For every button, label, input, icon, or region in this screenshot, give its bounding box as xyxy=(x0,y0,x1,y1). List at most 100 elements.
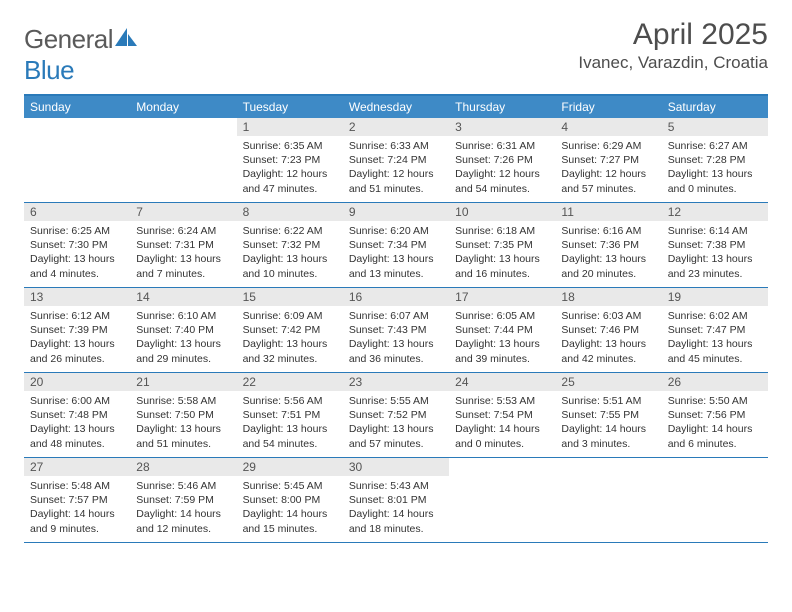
sunset-text: Sunset: 7:24 PM xyxy=(349,153,443,167)
day-cell: 13 Sunrise: 6:12 AMSunset: 7:39 PMDayligh… xyxy=(24,288,130,372)
day-number: 25 xyxy=(555,373,661,391)
daylight-line2: and 36 minutes. xyxy=(349,352,443,366)
calendar-page: General Blue April 2025 Ivanec, Varazdin… xyxy=(0,0,792,561)
day-body: Sunrise: 6:20 AMSunset: 7:34 PMDaylight:… xyxy=(343,221,449,287)
dow-monday: Monday xyxy=(130,96,236,118)
day-cell: 9Sunrise: 6:20 AMSunset: 7:34 PMDaylight… xyxy=(343,203,449,287)
day-number: 10 xyxy=(449,203,555,221)
daylight-line2: and 13 minutes. xyxy=(349,267,443,281)
daylight-line2: and 12 minutes. xyxy=(136,522,230,536)
day-number: 2 xyxy=(343,118,449,136)
daylight-line2: and 23 minutes. xyxy=(668,267,762,281)
sunset-text: Sunset: 7:57 PM xyxy=(30,493,124,507)
day-number: 4 xyxy=(555,118,661,136)
day-body: Sunrise: 6:02 AMSunset: 7:47 PMDaylight:… xyxy=(662,306,768,372)
daylight-line2: and 9 minutes. xyxy=(30,522,124,536)
sunset-text: Sunset: 7:31 PM xyxy=(136,238,230,252)
daylight-line2: and 26 minutes. xyxy=(30,352,124,366)
daylight-line2: and 6 minutes. xyxy=(668,437,762,451)
sunrise-text: Sunrise: 6:00 AM xyxy=(30,394,124,408)
day-body: Sunrise: 6:00 AMSunset: 7:48 PMDaylight:… xyxy=(24,391,130,457)
brand-part1: General xyxy=(24,24,113,54)
sunset-text: Sunset: 7:28 PM xyxy=(668,153,762,167)
day-cell: 2Sunrise: 6:33 AMSunset: 7:24 PMDaylight… xyxy=(343,118,449,202)
sunset-text: Sunset: 7:30 PM xyxy=(30,238,124,252)
sunset-text: Sunset: 7:43 PM xyxy=(349,323,443,337)
sunset-text: Sunset: 7:40 PM xyxy=(136,323,230,337)
day-body: Sunrise: 6:25 AMSunset: 7:30 PMDaylight:… xyxy=(24,221,130,287)
sunrise-text: Sunrise: 6:12 AM xyxy=(30,309,124,323)
daylight-line2: and 54 minutes. xyxy=(243,437,337,451)
day-body: Sunrise: 6:16 AMSunset: 7:36 PMDaylight:… xyxy=(555,221,661,287)
daylight-line2: and 54 minutes. xyxy=(455,182,549,196)
daylight-line2: and 4 minutes. xyxy=(30,267,124,281)
daylight-line1: Daylight: 13 hours xyxy=(136,337,230,351)
daylight-line1: Daylight: 13 hours xyxy=(455,337,549,351)
sunrise-text: Sunrise: 6:22 AM xyxy=(243,224,337,238)
day-body: Sunrise: 5:46 AMSunset: 7:59 PMDaylight:… xyxy=(130,476,236,542)
daylight-line1: Daylight: 12 hours xyxy=(455,167,549,181)
sunset-text: Sunset: 7:46 PM xyxy=(561,323,655,337)
day-number: 23 xyxy=(343,373,449,391)
daylight-line1: Daylight: 13 hours xyxy=(243,422,337,436)
daylight-line2: and 42 minutes. xyxy=(561,352,655,366)
dow-wednesday: Wednesday xyxy=(343,96,449,118)
day-body: Sunrise: 5:53 AMSunset: 7:54 PMDaylight:… xyxy=(449,391,555,457)
daylight-line2: and 29 minutes. xyxy=(136,352,230,366)
day-cell: 7Sunrise: 6:24 AMSunset: 7:31 PMDaylight… xyxy=(130,203,236,287)
sunset-text: Sunset: 7:27 PM xyxy=(561,153,655,167)
sunrise-text: Sunrise: 6:33 AM xyxy=(349,139,443,153)
day-number: 8 xyxy=(237,203,343,221)
day-body: Sunrise: 6:18 AMSunset: 7:35 PMDaylight:… xyxy=(449,221,555,287)
sunset-text: Sunset: 7:39 PM xyxy=(30,323,124,337)
day-body: Sunrise: 6:10 AMSunset: 7:40 PMDaylight:… xyxy=(130,306,236,372)
sail-icon xyxy=(113,26,139,48)
day-cell: 6Sunrise: 6:25 AMSunset: 7:30 PMDaylight… xyxy=(24,203,130,287)
daylight-line1: Daylight: 13 hours xyxy=(561,252,655,266)
day-body: Sunrise: 5:51 AMSunset: 7:55 PMDaylight:… xyxy=(555,391,661,457)
sunset-text: Sunset: 7:32 PM xyxy=(243,238,337,252)
daylight-line1: Daylight: 13 hours xyxy=(349,252,443,266)
day-cell: 12Sunrise: 6:14 AMSunset: 7:38 PMDayligh… xyxy=(662,203,768,287)
sunset-text: Sunset: 8:00 PM xyxy=(243,493,337,507)
daylight-line2: and 18 minutes. xyxy=(349,522,443,536)
day-cell: 23Sunrise: 5:55 AMSunset: 7:52 PMDayligh… xyxy=(343,373,449,457)
daylight-line1: Daylight: 14 hours xyxy=(455,422,549,436)
sunrise-text: Sunrise: 5:58 AM xyxy=(136,394,230,408)
day-number: 26 xyxy=(662,373,768,391)
day-cell: 26Sunrise: 5:50 AMSunset: 7:56 PMDayligh… xyxy=(662,373,768,457)
dow-thursday: Thursday xyxy=(449,96,555,118)
daylight-line2: and 51 minutes. xyxy=(136,437,230,451)
day-body: Sunrise: 6:35 AMSunset: 7:23 PMDaylight:… xyxy=(237,136,343,202)
daylight-line2: and 32 minutes. xyxy=(243,352,337,366)
sunrise-text: Sunrise: 5:43 AM xyxy=(349,479,443,493)
daylight-line1: Daylight: 13 hours xyxy=(455,252,549,266)
day-cell: 15Sunrise: 6:09 AMSunset: 7:42 PMDayligh… xyxy=(237,288,343,372)
daylight-line1: Daylight: 13 hours xyxy=(30,337,124,351)
day-number: 3 xyxy=(449,118,555,136)
daylight-line1: Daylight: 13 hours xyxy=(349,337,443,351)
daylight-line1: Daylight: 13 hours xyxy=(136,422,230,436)
daylight-line1: Daylight: 13 hours xyxy=(668,167,762,181)
day-number: 29 xyxy=(237,458,343,476)
sunset-text: Sunset: 7:23 PM xyxy=(243,153,337,167)
day-number: 13 xyxy=(24,288,130,306)
daylight-line1: Daylight: 14 hours xyxy=(243,507,337,521)
sunrise-text: Sunrise: 6:35 AM xyxy=(243,139,337,153)
daylight-line1: Daylight: 12 hours xyxy=(243,167,337,181)
day-body: Sunrise: 5:50 AMSunset: 7:56 PMDaylight:… xyxy=(662,391,768,457)
day-number: 12 xyxy=(662,203,768,221)
daylight-line1: Daylight: 13 hours xyxy=(243,337,337,351)
daylight-line2: and 51 minutes. xyxy=(349,182,443,196)
daylight-line2: and 3 minutes. xyxy=(561,437,655,451)
daylight-line2: and 45 minutes. xyxy=(668,352,762,366)
day-cell xyxy=(449,458,555,542)
daylight-line1: Daylight: 13 hours xyxy=(668,337,762,351)
page-title: April 2025 xyxy=(578,18,768,51)
dow-sunday: Sunday xyxy=(24,96,130,118)
sunset-text: Sunset: 7:26 PM xyxy=(455,153,549,167)
day-number: 19 xyxy=(662,288,768,306)
sunrise-text: Sunrise: 6:24 AM xyxy=(136,224,230,238)
day-body: Sunrise: 5:43 AMSunset: 8:01 PMDaylight:… xyxy=(343,476,449,542)
sunset-text: Sunset: 7:50 PM xyxy=(136,408,230,422)
